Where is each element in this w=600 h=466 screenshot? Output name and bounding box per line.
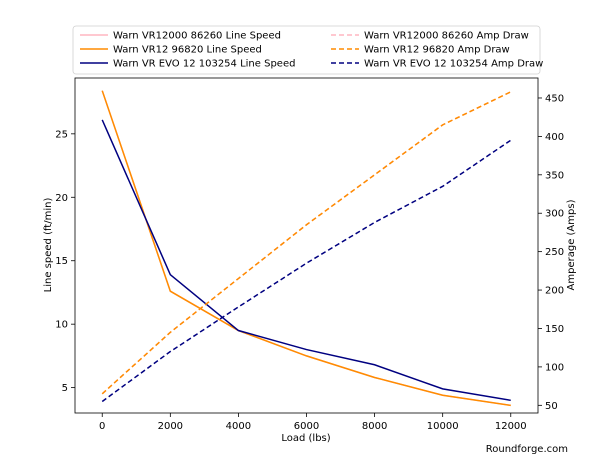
y2-tick-label: 300 [545, 209, 564, 220]
y2-axis-ticks: 50 100 150 200 250 300 350 400 450 [538, 93, 564, 412]
watermark: Roundforge.com [486, 444, 568, 455]
x-tick-label: 2000 [158, 421, 183, 432]
y2-tick-label: 400 [545, 132, 564, 143]
x-axis-ticks: 0 2000 4000 6000 8000 10000 12000 [99, 413, 527, 432]
y2-tick-label: 50 [545, 401, 558, 412]
x-tick-label: 10000 [427, 421, 459, 432]
y2-tick-label: 200 [545, 286, 564, 297]
legend-label: Warn VR12 96820 Line Speed [113, 45, 262, 56]
series-line-3 [101, 91, 512, 395]
legend-label: Warn VR12000 86260 Line Speed [113, 31, 281, 42]
y-tick-label: 5 [62, 383, 68, 394]
series-line-0 [101, 90, 511, 407]
legend-label: Warn VR EVO 12 103254 Amp Draw [364, 59, 543, 70]
y-axis-ticks: 5 10 15 20 25 [55, 129, 75, 394]
x-tick-label: 0 [99, 421, 105, 432]
legend-label: Warn VR12 96820 Amp Draw [364, 45, 510, 56]
x-tick-label: 8000 [362, 421, 387, 432]
x-axis-title: Load (lbs) [281, 433, 330, 444]
y2-tick-label: 150 [545, 324, 564, 335]
y-tick-label: 10 [55, 320, 68, 331]
y-tick-label: 25 [55, 129, 68, 140]
y2-tick-label: 350 [545, 170, 564, 181]
x-tick-label: 6000 [294, 421, 319, 432]
plot-frame [74, 77, 539, 414]
series-line-2 [101, 119, 511, 402]
y2-tick-label: 250 [545, 247, 564, 258]
x-tick-label: 12000 [495, 421, 527, 432]
y2-tick-label: 100 [545, 362, 564, 373]
series-layer [101, 90, 512, 407]
y-tick-label: 15 [55, 256, 68, 267]
y-tick-label: 20 [55, 193, 68, 204]
legend-label: Warn VR EVO 12 103254 Line Speed [113, 59, 295, 70]
y2-tick-label: 450 [545, 93, 564, 104]
legend: Warn VR12000 86260 Line Speed Warn VR12 9… [72, 25, 543, 75]
legend-label: Warn VR12000 86260 Amp Draw [364, 31, 529, 42]
y-axis-title: Line speed (ft/min) [43, 198, 54, 293]
x-tick-label: 4000 [226, 421, 251, 432]
y2-axis-title: Amperage (Amps) [566, 199, 577, 290]
legend-frame [72, 25, 541, 75]
series-line-1 [101, 90, 511, 407]
series-line-4 [101, 91, 512, 395]
